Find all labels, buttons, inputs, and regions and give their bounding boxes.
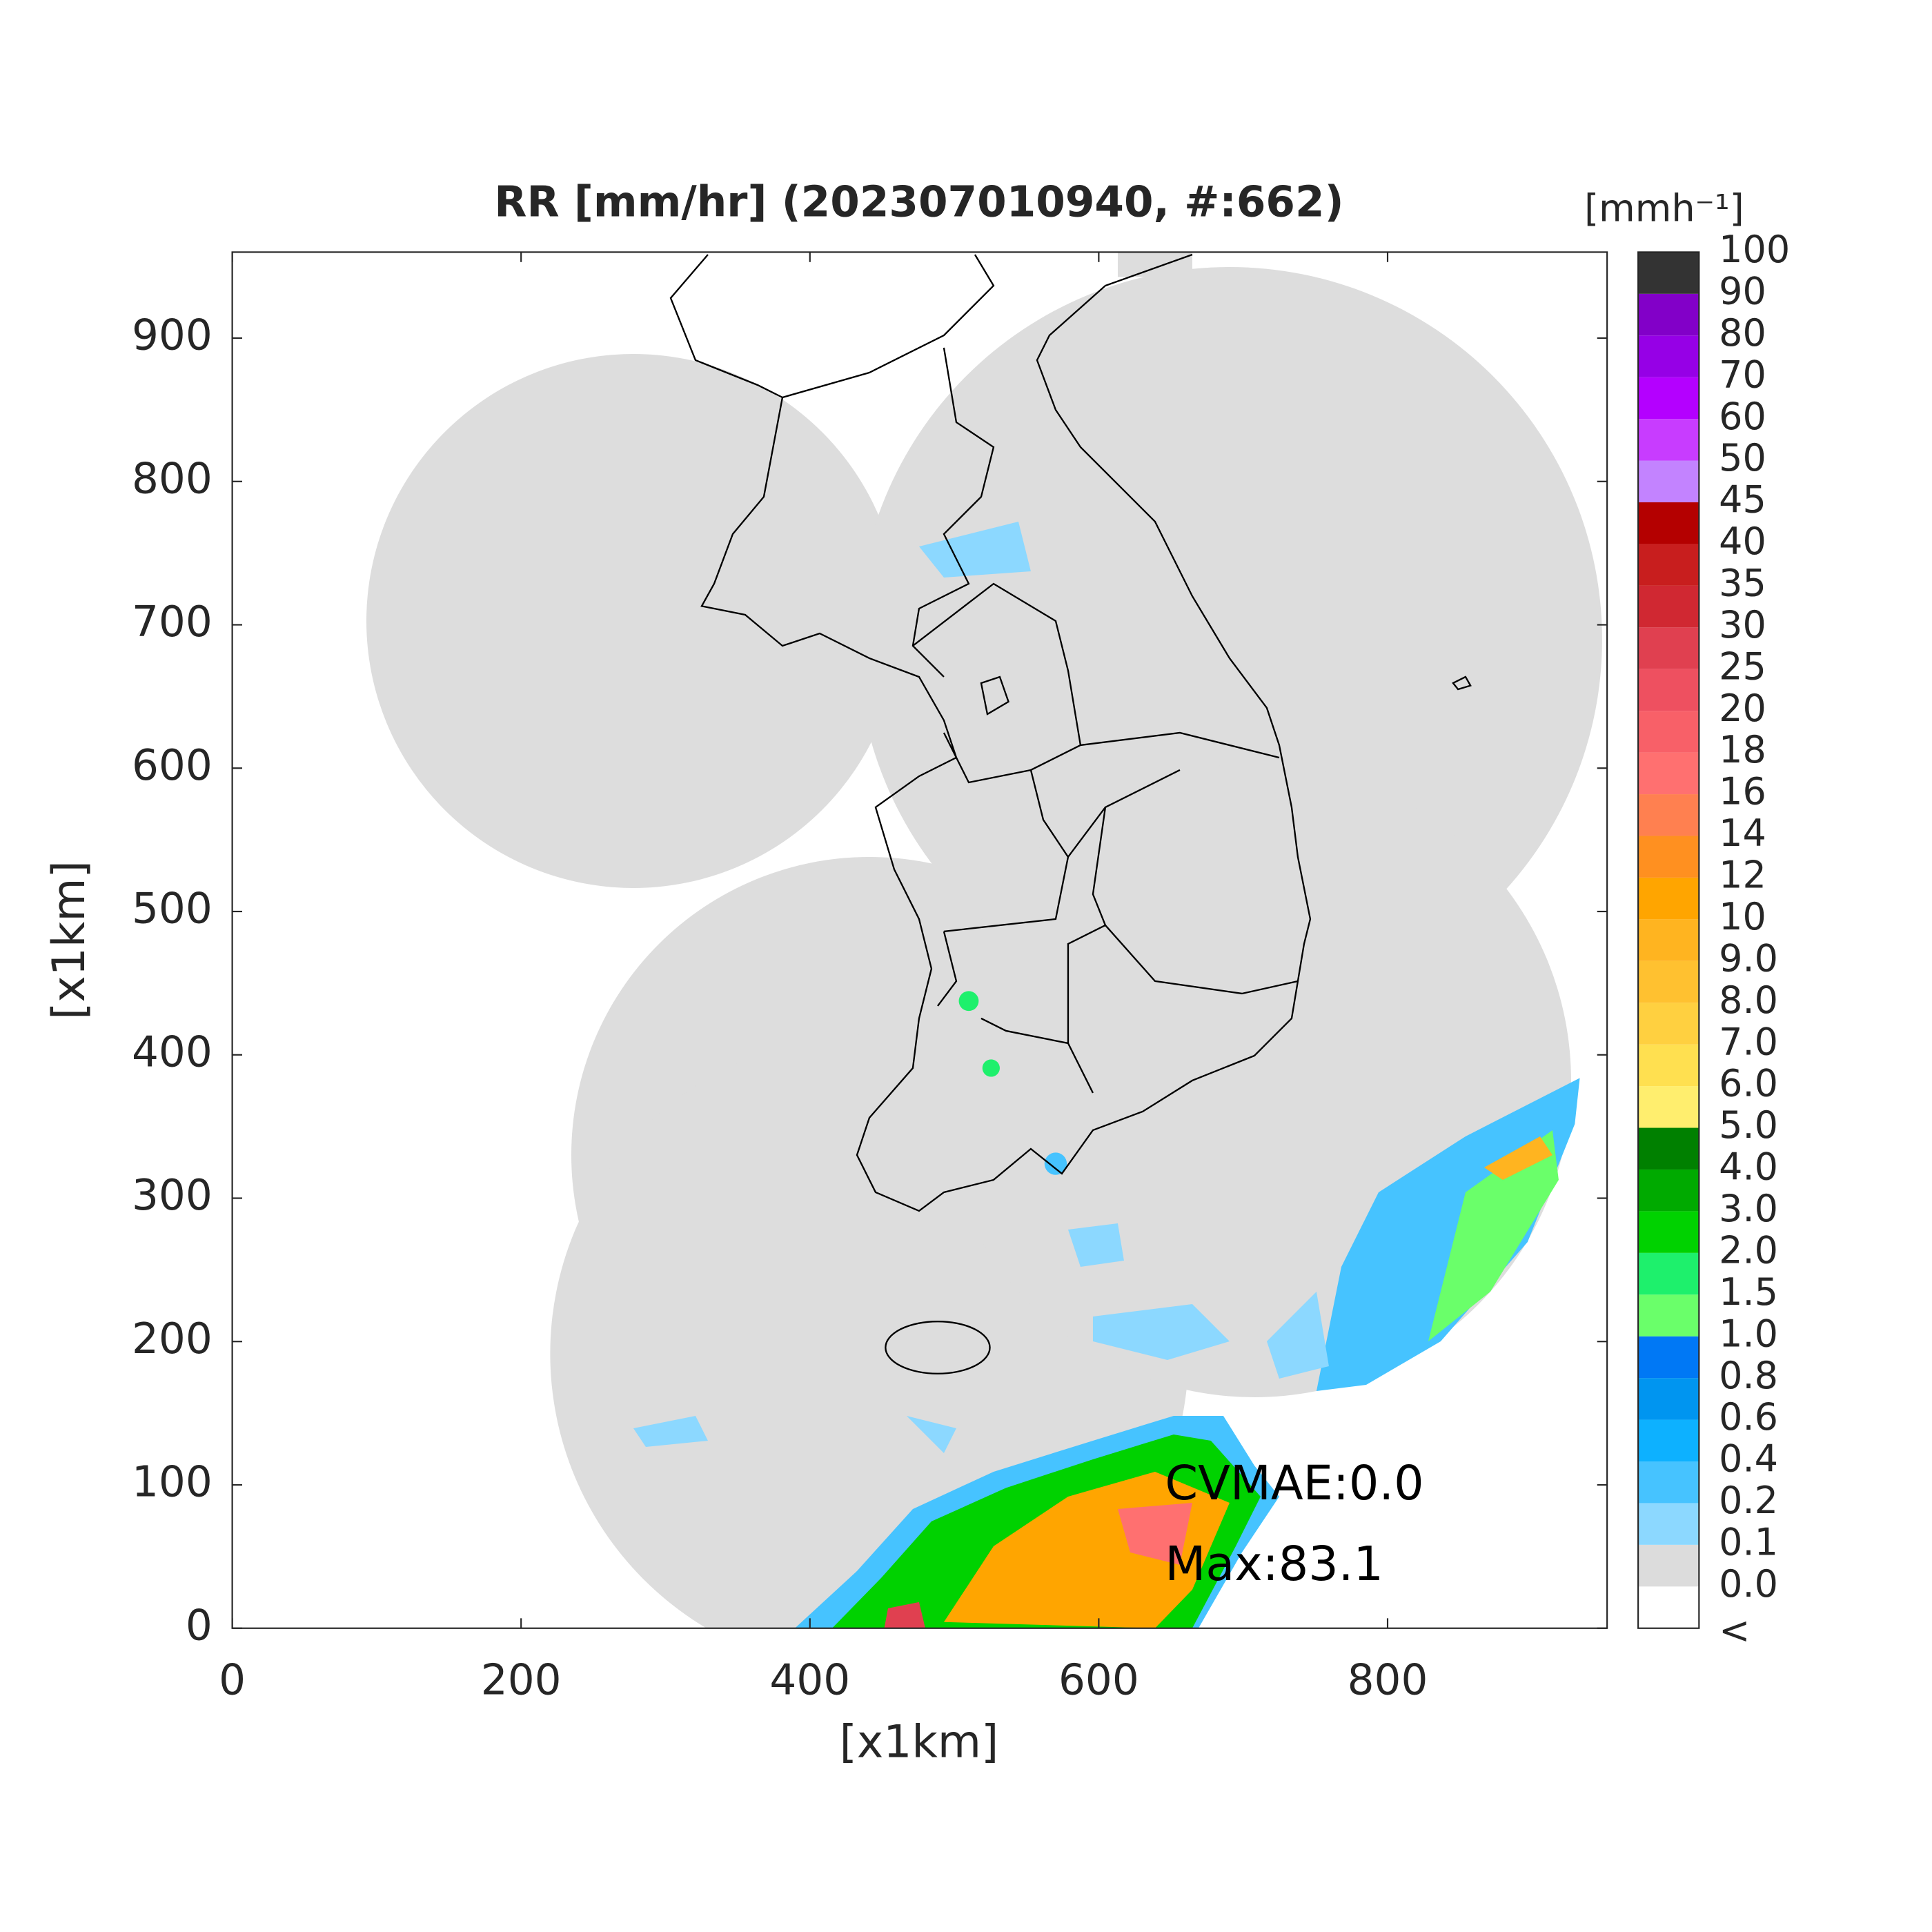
- y-tick-label: 400: [132, 1027, 213, 1076]
- colorbar-tick-label: 18: [1719, 728, 1766, 771]
- colorbar-tick-label: 8.0: [1719, 978, 1778, 1022]
- colorbar-tick-label: 5.0: [1719, 1103, 1778, 1147]
- colorbar-box: [1638, 919, 1699, 961]
- y-tick-label: 200: [132, 1314, 213, 1363]
- colorbar-box: [1638, 669, 1699, 711]
- colorbar-tick-label: 1.5: [1719, 1270, 1778, 1314]
- plot-frame: [231, 251, 1608, 1629]
- colorbar-box: [1638, 502, 1699, 544]
- colorbar-box: [1638, 1503, 1699, 1545]
- y-tick-label: 0: [186, 1601, 213, 1650]
- colorbar-box: [1638, 1378, 1699, 1420]
- y-axis-label: [x1km]: [43, 860, 95, 1020]
- colorbar-box: [1638, 711, 1699, 753]
- x-tick-label: 600: [1058, 1656, 1139, 1705]
- colorbar-tick-label: 14: [1719, 811, 1766, 855]
- y-tick-label: 800: [132, 454, 213, 503]
- colorbar-box: [1638, 1586, 1699, 1628]
- y-tick-label: 600: [132, 741, 213, 790]
- map-layer: [366, 252, 1602, 1628]
- y-tick-label: 100: [132, 1458, 213, 1507]
- colorbar-box: [1638, 293, 1699, 336]
- colorbar-box: [1638, 1544, 1699, 1587]
- colorbar-tick-label: 7.0: [1719, 1020, 1778, 1063]
- colorbar-box: [1638, 1419, 1699, 1461]
- colorbar-tick-label: 60: [1719, 395, 1766, 438]
- colorbar-tick-label: 6.0: [1719, 1062, 1778, 1105]
- colorbar-tick-label: 25: [1719, 644, 1766, 688]
- colorbar-tick-label: 40: [1719, 520, 1766, 563]
- colorbar-tick-label: 80: [1719, 311, 1766, 355]
- colorbar-tick-label: 1.0: [1719, 1312, 1778, 1355]
- colorbar-tick-label: 50: [1719, 436, 1766, 480]
- colorbar-box: [1638, 752, 1699, 795]
- y-tick-label: 900: [132, 311, 213, 360]
- colorbar-box: [1638, 1086, 1699, 1128]
- chart-title: RR [mm/hr] (202307010940, #:662): [494, 178, 1343, 227]
- colorbar-box: [1638, 960, 1699, 1003]
- colorbar-tick-label: 4.0: [1719, 1145, 1778, 1189]
- annotation: Max:83.1: [1165, 1537, 1383, 1592]
- colorbar-box: [1638, 836, 1699, 878]
- colorbar-box: [1638, 585, 1699, 628]
- colorbar-box: [1638, 794, 1699, 836]
- colorbar-box: [1638, 1003, 1699, 1045]
- colorbar-tick-label: 0.4: [1719, 1437, 1778, 1481]
- colorbar-tick-label: 90: [1719, 269, 1766, 313]
- colorbar-title: [mmh⁻¹]: [1584, 187, 1744, 230]
- colorbar-box: [1638, 1044, 1699, 1087]
- colorbar-tick-label: 30: [1719, 603, 1766, 647]
- colorbar-under-label: <: [1719, 1609, 1750, 1653]
- colorbar-tick-label: 100: [1719, 228, 1790, 271]
- colorbar-box: [1638, 1211, 1699, 1253]
- colorbar-tick-label: 20: [1719, 687, 1766, 730]
- colorbar-box: [1638, 419, 1699, 461]
- colorbar-tick-label: 35: [1719, 562, 1766, 605]
- colorbar-tick-label: 3.0: [1719, 1187, 1778, 1230]
- colorbar-tick-label: 0.6: [1719, 1395, 1778, 1439]
- colorbar-tick-label: 0.8: [1719, 1354, 1778, 1397]
- colorbar-tick-label: 12: [1719, 854, 1766, 897]
- colorbar-box: [1638, 627, 1699, 669]
- colorbar-tick-label: 16: [1719, 770, 1766, 814]
- rain-echoes: [633, 521, 1580, 1628]
- colorbar-box: [1638, 1252, 1699, 1295]
- x-tick-label: 0: [219, 1656, 246, 1705]
- colorbar-box: [1638, 1169, 1699, 1212]
- y-tick-label: 300: [132, 1171, 213, 1220]
- x-tick-label: 800: [1348, 1656, 1428, 1705]
- annotation: CVMAE:0.0: [1165, 1457, 1423, 1511]
- colorbar-tick-label: 0.0: [1719, 1562, 1778, 1606]
- colorbar-box: [1638, 377, 1699, 420]
- coastline: [669, 253, 1472, 1374]
- colorbar-tick-label: 70: [1719, 353, 1766, 396]
- colorbar-box: [1638, 252, 1699, 294]
- colorbar-box: [1638, 460, 1699, 502]
- y-tick-label: 500: [132, 885, 213, 934]
- colorbar-tick-label: 0.2: [1719, 1479, 1778, 1522]
- colorbar-box: [1638, 544, 1699, 586]
- x-tick-label: 200: [481, 1656, 562, 1705]
- colorbar-tick-label: 9.0: [1719, 936, 1778, 980]
- colorbar-frame: [1637, 251, 1700, 1629]
- colorbar-tick-label: 2.0: [1719, 1228, 1778, 1272]
- colorbar-tick-label: 45: [1719, 478, 1766, 522]
- colorbar-box: [1638, 1336, 1699, 1379]
- x-axis-label: [x1km]: [840, 1717, 999, 1768]
- colorbar-box: [1638, 877, 1699, 920]
- colorbar-tick-label: 0.1: [1719, 1521, 1778, 1564]
- colorbar-box: [1638, 335, 1699, 377]
- x-tick-label: 400: [769, 1656, 850, 1705]
- colorbar-box: [1638, 1294, 1699, 1337]
- colorbar-tick-label: 10: [1719, 895, 1766, 938]
- colorbar-box: [1638, 1461, 1699, 1504]
- y-tick-label: 700: [132, 598, 213, 647]
- colorbar-box: [1638, 1127, 1699, 1170]
